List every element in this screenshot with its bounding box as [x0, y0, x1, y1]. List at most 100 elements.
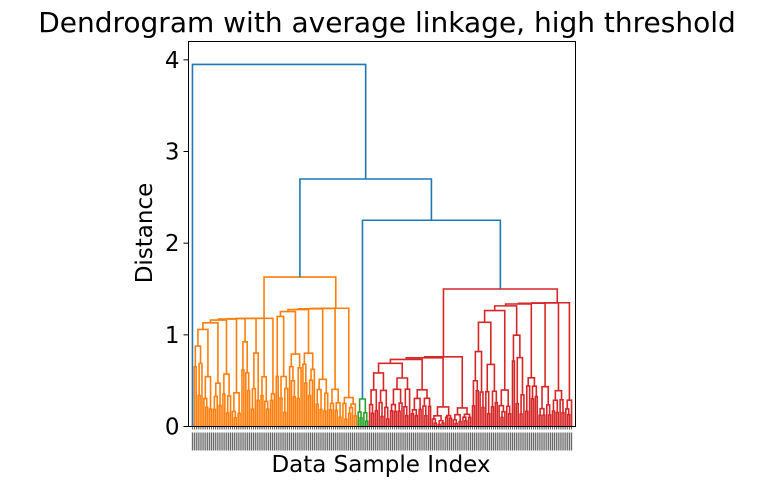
cluster_1-link	[280, 375, 288, 398]
cluster_1-link	[242, 341, 249, 373]
cluster_3-link	[559, 398, 564, 427]
cluster_3-link	[454, 413, 461, 422]
cluster_1-link	[318, 378, 328, 394]
cluster_1-link	[263, 276, 337, 319]
leaf-label-mark	[557, 432, 559, 451]
leaf-label-mark	[344, 432, 346, 451]
cluster_3-link	[380, 415, 384, 427]
cluster_3-link	[486, 363, 496, 392]
cluster_3-link	[413, 397, 421, 410]
cluster_3-link	[490, 406, 495, 427]
leaf-label-mark	[464, 432, 466, 451]
cluster_3-link	[525, 410, 529, 427]
leaf-label-mark	[226, 432, 228, 451]
cluster_1-link	[269, 399, 274, 427]
leaf-label-mark	[380, 432, 382, 451]
leaf-label-mark	[450, 432, 453, 451]
cluster_3-link	[410, 413, 415, 427]
cluster_3-link	[519, 413, 523, 427]
leaf-label-mark	[311, 432, 314, 451]
leaf-label-mark	[294, 432, 296, 451]
leaf-label-mark	[538, 432, 540, 451]
leaf-label-mark	[262, 432, 264, 451]
cluster_3-link	[393, 410, 398, 427]
cluster_1-link	[334, 409, 339, 427]
cluster_1-link	[342, 402, 347, 427]
leaf-label-mark	[254, 432, 256, 451]
leaf-label-mark	[300, 432, 302, 451]
cluster_3-link	[433, 422, 438, 427]
cluster_3-link	[541, 385, 550, 409]
cluster_3-link	[475, 390, 480, 427]
cluster_3-link	[539, 407, 545, 416]
cluster_3-link	[554, 389, 563, 401]
leaf-label-mark	[527, 432, 529, 451]
leaf-label-mark	[220, 432, 222, 451]
cluster_1-link	[222, 393, 226, 427]
leaf-label-mark	[551, 432, 554, 451]
leaf-label-mark	[229, 432, 232, 451]
cluster_3-link	[545, 404, 551, 427]
cluster_1-link	[338, 416, 342, 427]
leaf-label-mark	[500, 432, 502, 451]
leaf-label-mark	[327, 432, 329, 451]
leaf-label-mark	[222, 432, 224, 451]
leaf-label-mark	[205, 432, 207, 451]
leaf-label-mark	[323, 432, 325, 451]
leaf-label-mark	[306, 432, 308, 451]
cluster_3-link	[377, 362, 404, 379]
cluster_1-link	[279, 310, 297, 355]
cluster_1-link	[245, 317, 265, 377]
leaf-label-mark	[359, 432, 361, 451]
cluster_3-link	[463, 413, 471, 418]
cluster_3-link	[445, 416, 449, 427]
leaf-label-mark	[243, 432, 245, 451]
leaf-label-mark	[437, 432, 439, 451]
cluster_3-link	[555, 411, 560, 427]
leaf-label-mark	[266, 432, 268, 451]
cluster_3-link	[414, 414, 419, 427]
leaf-label-mark	[469, 432, 472, 451]
leaf-label-mark	[492, 432, 495, 451]
leaf-label-mark	[195, 432, 197, 451]
cluster_1-link	[241, 368, 245, 427]
leaf-label-mark	[511, 432, 514, 451]
cluster_1-link	[246, 389, 251, 427]
leaf-label-mark	[292, 432, 295, 451]
cluster_1-link	[251, 387, 257, 427]
cluster_1-link	[218, 404, 222, 427]
cluster_1-link	[256, 399, 260, 427]
leaf-label-mark	[412, 432, 415, 451]
cluster_1-link	[275, 375, 279, 427]
leaf-label-mark	[555, 432, 557, 451]
leaf-label-mark	[424, 432, 426, 451]
cluster_3-link	[516, 356, 524, 404]
leaf-label-mark	[237, 432, 239, 451]
leaf-label-mark	[399, 432, 401, 451]
leaf-label-mark	[228, 432, 230, 451]
leaf-label-mark	[481, 432, 483, 451]
cluster_1-link	[347, 412, 352, 427]
leaf-label-mark	[338, 432, 340, 451]
cluster_3-link	[494, 401, 499, 427]
leaf-label-mark	[279, 432, 281, 451]
cluster_3-link	[467, 416, 472, 427]
leaf-label-mark	[361, 432, 363, 451]
cluster_3-link	[441, 422, 445, 427]
leaf-label-mark	[346, 432, 348, 451]
leaf-label-mark	[454, 432, 456, 451]
leaf-label-mark	[245, 432, 247, 451]
leaf-label-mark	[401, 432, 403, 451]
cluster_1-link	[202, 321, 219, 384]
cluster_3-link	[474, 350, 483, 393]
cluster_3-link	[416, 388, 428, 399]
cluster_1-link	[235, 317, 257, 354]
leaf-label-mark	[410, 432, 413, 451]
cluster_1-link	[296, 397, 300, 427]
leaf-label-mark	[447, 432, 449, 451]
top-merge-link	[299, 178, 433, 278]
cluster_3-link	[442, 288, 559, 357]
leaf-label-mark	[443, 432, 445, 451]
leaf-label-mark	[567, 432, 569, 451]
